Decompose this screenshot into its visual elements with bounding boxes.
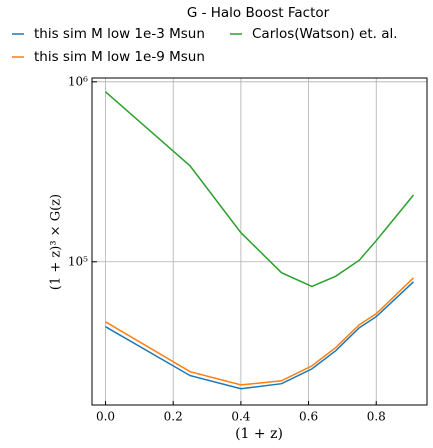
x-tick-label: 0.8 [367,410,386,424]
x-tick-label: 0.6 [299,410,318,424]
legend-label: Carlos(Watson) et. al. [252,26,398,42]
x-tick-label: 0.0 [96,410,115,424]
chart-title: G - Halo Boost Factor [187,5,330,21]
x-axis-label: (1 + z) [235,426,283,442]
plot-frame [91,77,428,406]
legend-label: this sim M low 1e-9 Msun [34,49,205,65]
y-tick-label: 10⁶ [68,74,88,88]
x-tick-label: 0.2 [164,410,183,424]
series-line [105,277,415,386]
series-line [105,281,415,390]
y-axis-label: (1 + z)³ × G(z) [49,194,64,290]
x-tick-label: 0.4 [231,410,250,424]
legend-label: this sim M low 1e-3 Msun [34,26,205,42]
series-line [105,91,415,288]
y-tick-label: 10⁵ [68,254,88,268]
